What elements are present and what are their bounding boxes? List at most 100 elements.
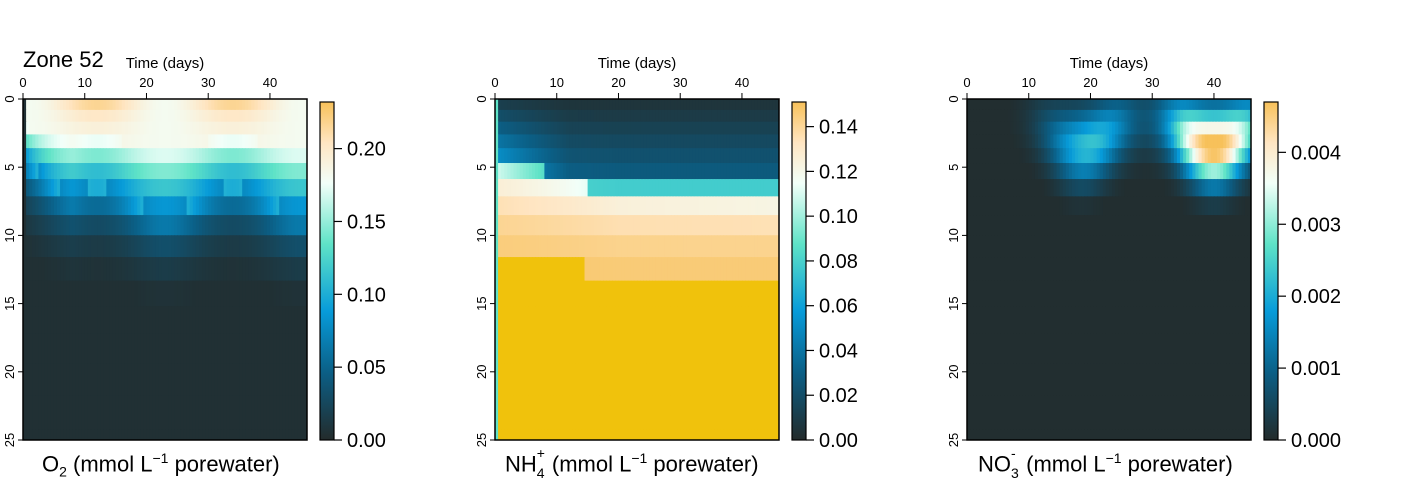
heat-cell [1133, 215, 1138, 236]
heat-cell [658, 121, 663, 136]
heat-cell [683, 363, 687, 396]
heat-cell [1136, 196, 1141, 216]
heat-cell [559, 280, 564, 307]
heat-cell [47, 429, 52, 440]
heat-cell [127, 215, 132, 236]
heat-cell [538, 99, 542, 111]
heat-cell [137, 134, 141, 149]
heat-cell [1081, 395, 1085, 431]
heat-cell [149, 395, 154, 431]
heat-cell [202, 196, 206, 216]
heat-cell [640, 235, 644, 258]
heat-cell [1232, 429, 1237, 440]
panel-o2-xlabel: O2 (mmol L−1 porewater) [42, 450, 280, 480]
heat-cell [177, 257, 182, 282]
heat-cell [692, 395, 697, 431]
heat-cell [63, 429, 67, 440]
heat-cell [269, 148, 274, 164]
heat-cell [1207, 257, 1212, 282]
heat-cell [137, 280, 141, 307]
heat-cell [1084, 429, 1088, 440]
heat-cell [615, 215, 620, 236]
heat-cell [1016, 257, 1021, 282]
heat-cell [189, 280, 194, 307]
heat-cell [161, 121, 166, 136]
heat-cell [766, 215, 771, 236]
heat-cell [100, 306, 104, 335]
heat-cell [652, 333, 657, 364]
heat-cell [297, 395, 302, 431]
heat-cell [127, 363, 132, 396]
heat-cell [538, 163, 542, 180]
heat-cell [501, 148, 505, 164]
heat-cell [1096, 306, 1101, 335]
heat-cell [522, 257, 527, 282]
heat-cell [547, 134, 552, 149]
heat-cell [1235, 109, 1240, 123]
heat-cell [242, 196, 246, 216]
heat-cell [609, 134, 613, 149]
heat-cell [279, 148, 283, 164]
heat-cell [1142, 333, 1147, 364]
heat-cell [1022, 333, 1027, 364]
heat-cell [273, 333, 277, 364]
heat-cell [118, 179, 123, 197]
heat-cell [1167, 257, 1172, 282]
heat-cell [670, 134, 675, 149]
heat-cell [171, 429, 175, 440]
heat-cell [772, 306, 777, 335]
heat-cell [1118, 134, 1122, 149]
heat-cell [282, 179, 286, 197]
heat-cell [90, 148, 95, 164]
heat-cell [257, 99, 262, 111]
heat-cell [124, 215, 129, 236]
heat-cell [208, 235, 212, 258]
heat-cell [183, 235, 188, 258]
depth-tick-label: 20 [946, 365, 961, 379]
heat-cell [695, 179, 700, 197]
heat-cell [1062, 99, 1067, 111]
heat-cell [226, 163, 231, 180]
heat-cell [1118, 196, 1122, 216]
heat-cell [1204, 196, 1209, 216]
heat-cell [260, 395, 265, 431]
heat-cell [248, 429, 253, 440]
heat-cell [720, 395, 725, 431]
heat-cell [566, 196, 570, 216]
heat-cell [115, 363, 120, 396]
heat-cell [189, 121, 194, 136]
heat-cell [1142, 121, 1147, 136]
heat-cell [556, 395, 561, 431]
heat-cell [254, 395, 259, 431]
heat-cell [1007, 121, 1011, 136]
heat-cell [103, 121, 107, 136]
heat-cell [1071, 363, 1076, 396]
heat-cell [106, 429, 111, 440]
heat-cell [1217, 179, 1221, 197]
heat-cell [232, 121, 237, 136]
heat-cell [285, 280, 290, 307]
time-tick-label: 0 [491, 75, 498, 90]
heat-cell [618, 235, 623, 258]
heat-cell [118, 134, 123, 149]
heat-cell [732, 196, 737, 216]
heat-cell [559, 395, 564, 431]
heat-cell [254, 235, 259, 258]
heat-cell [973, 148, 977, 164]
heat-cell [269, 121, 274, 136]
heat-cell [1133, 429, 1138, 440]
heat-cell [35, 257, 40, 282]
heat-cell [118, 395, 123, 431]
heat-cell [1155, 235, 1159, 258]
heat-cell [140, 306, 144, 335]
heat-cell [1149, 196, 1153, 216]
heat-cell [572, 235, 576, 258]
heat-cell [35, 363, 40, 396]
heat-cell [288, 134, 293, 149]
heat-cell [525, 235, 530, 258]
heat-cell [1213, 215, 1218, 236]
heat-cell [1062, 257, 1067, 282]
heat-cell [26, 134, 30, 149]
heat-cell [1229, 306, 1234, 335]
heat-cell [729, 429, 734, 440]
